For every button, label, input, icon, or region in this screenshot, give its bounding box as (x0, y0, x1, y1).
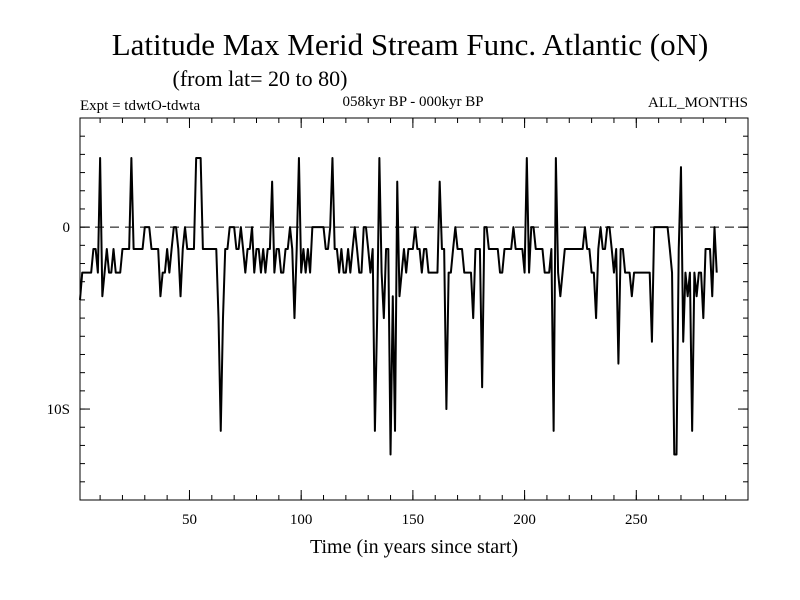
data-series-line (79, 157, 718, 456)
x-tick-label: 100 (290, 512, 313, 528)
plot-area: 50 100 150 200 250 0 10S (47, 117, 749, 528)
months-label: ALL_MONTHS (648, 95, 748, 111)
x-tick-label: 250 (625, 512, 648, 528)
x-tick-label: 150 (402, 512, 425, 528)
chart-subtitle: (from lat= 20 to 80) (173, 66, 348, 91)
period-label: 058kyr BP - 000kyr BP (342, 94, 483, 110)
chart-title: Latitude Max Merid Stream Func. Atlantic… (112, 27, 709, 62)
y-tick-label: 0 (63, 220, 71, 236)
y-axis-ticks: 0 10S (47, 220, 748, 418)
x-tick-label: 50 (182, 512, 197, 528)
experiment-label: Expt = tdwtO-tdwta (80, 98, 200, 114)
x-axis-ticks: 50 100 150 200 250 (182, 118, 648, 528)
x-axis-title: Time (in years since start) (310, 536, 518, 558)
x-tick-label: 200 (513, 512, 536, 528)
y-tick-label: 10S (47, 402, 70, 418)
plot-frame (79, 117, 749, 501)
